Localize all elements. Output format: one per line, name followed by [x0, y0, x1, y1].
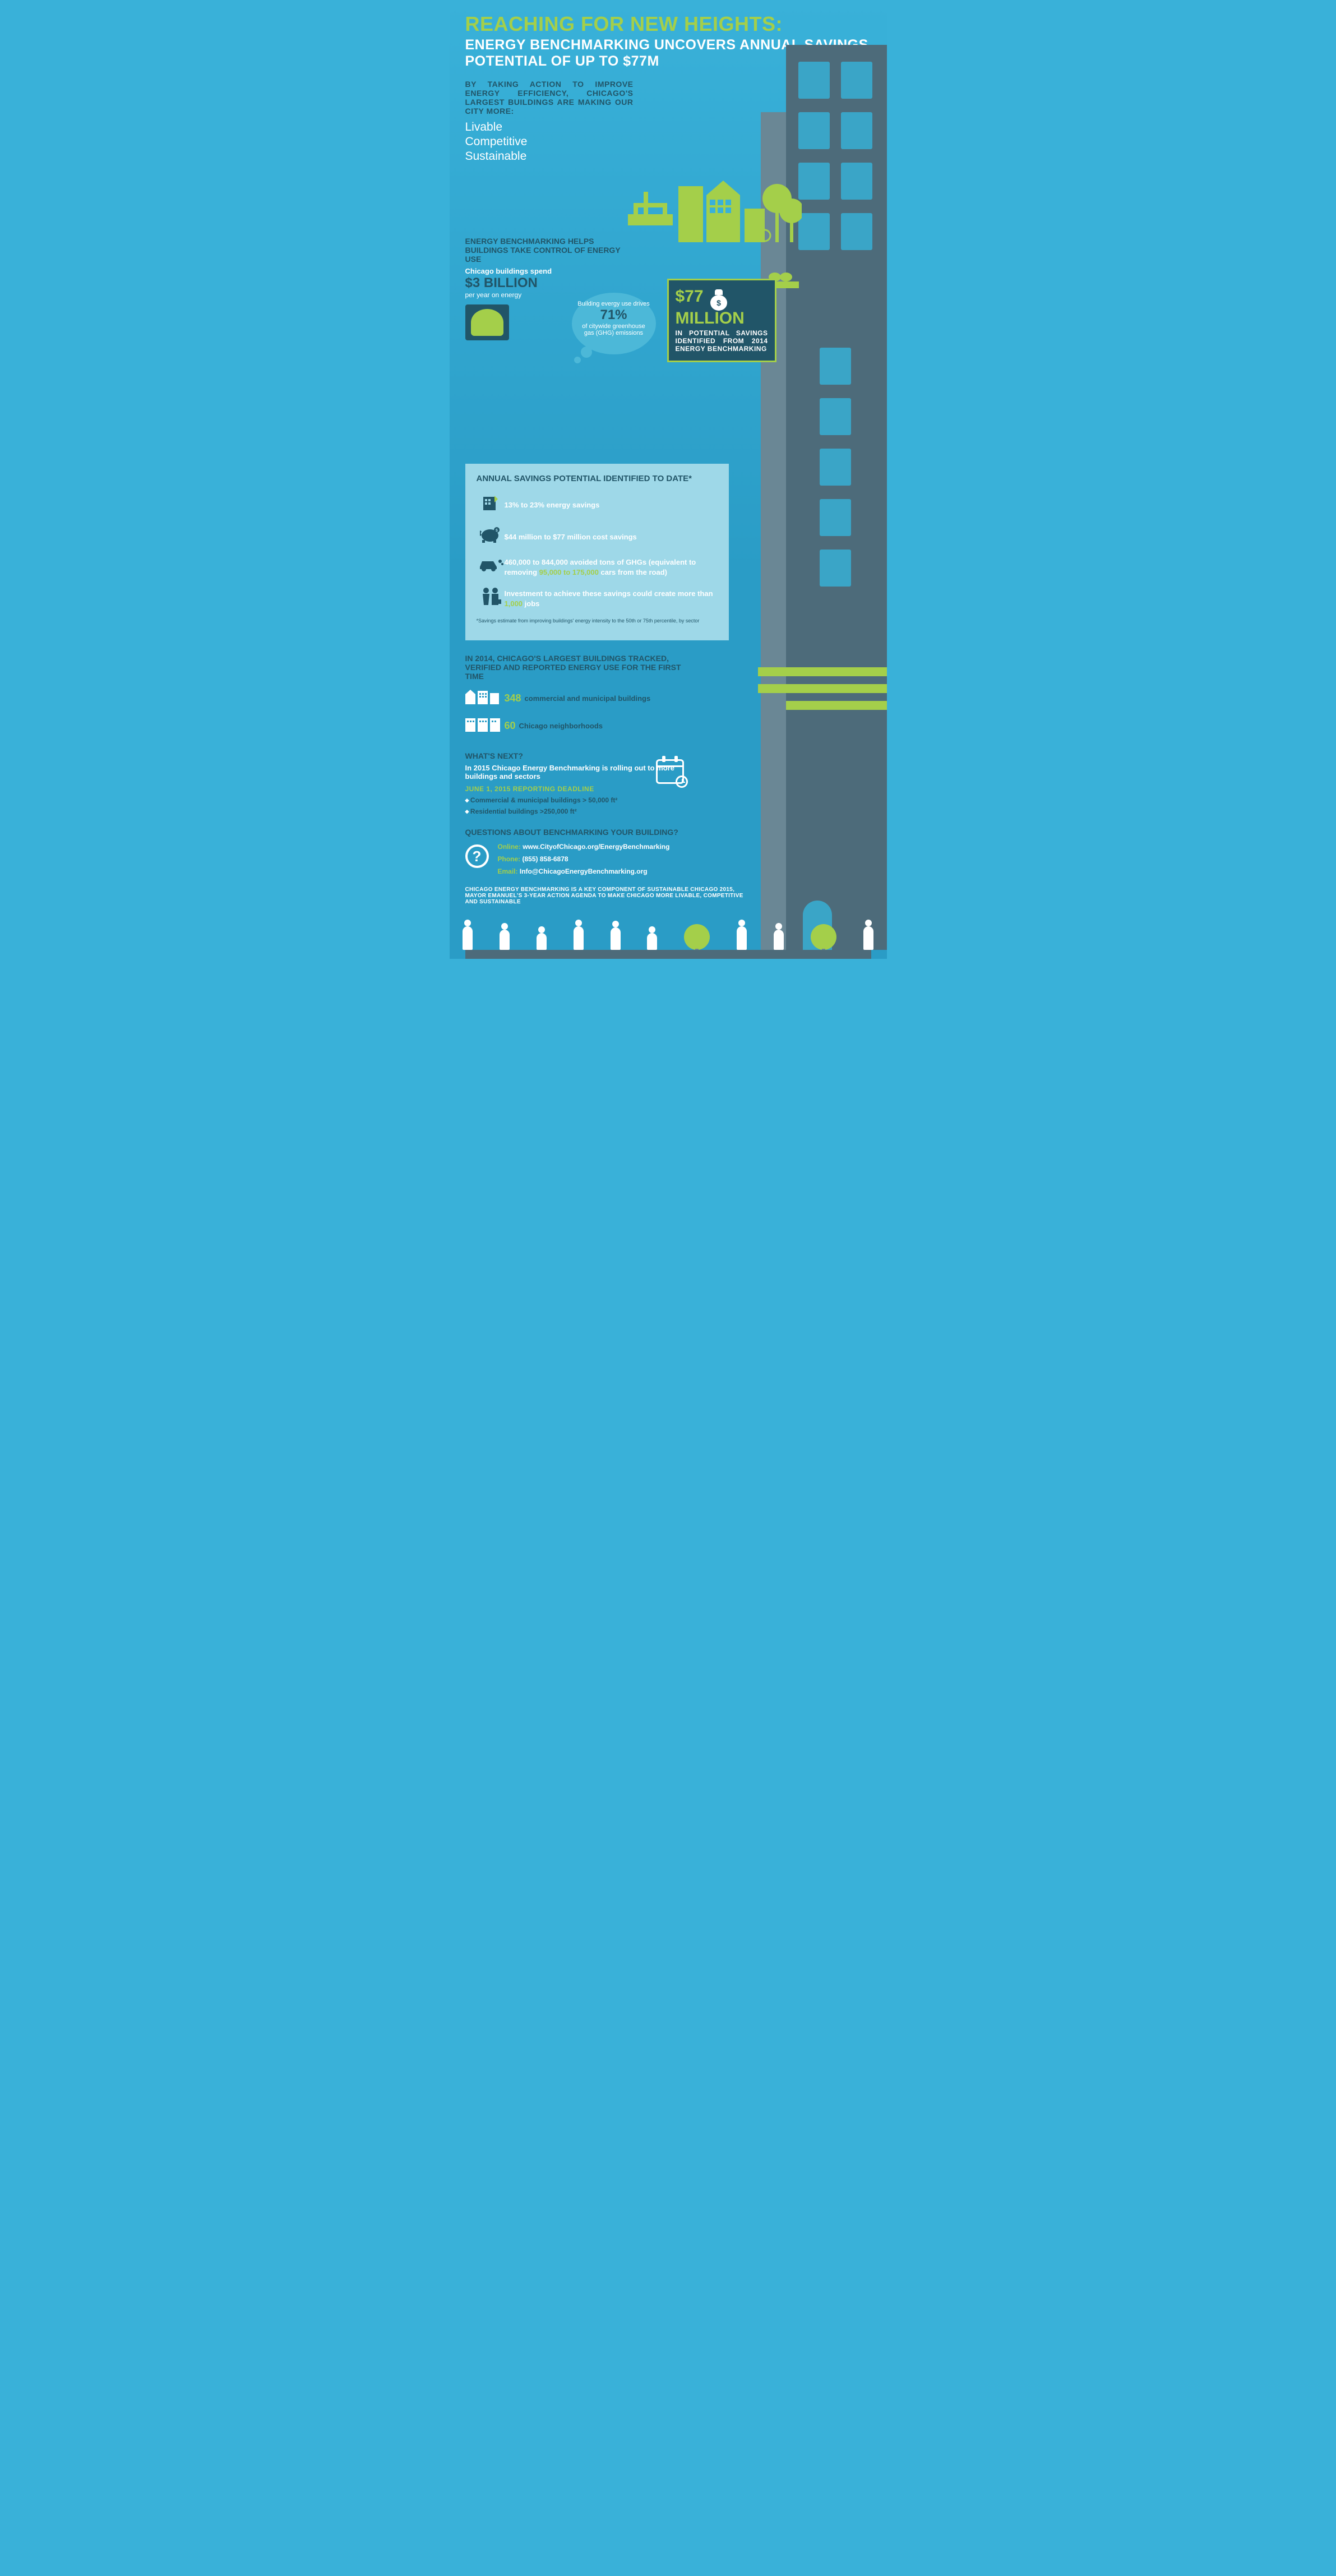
stat-row: 348 commercial and municipal buildings [465, 689, 701, 708]
lcs-list: Livable Competitive Sustainable [465, 120, 871, 164]
moneybag-icon [709, 288, 728, 311]
intro-text: BY TAKING ACTION TO IMPROVE ENERGY EFFIC… [465, 80, 634, 116]
savings-panel: ANNUAL SAVINGS POTENTIAL IDENTIFIED TO D… [465, 464, 729, 640]
lcs-item: Competitive [465, 135, 871, 149]
svg-text:$: $ [496, 529, 498, 533]
section-heading: ENERGY BENCHMARKING HELPS BUILDINGS TAKE… [465, 237, 634, 264]
contact-value: (855) 858-6878 [523, 855, 568, 863]
deadline: JUNE 1, 2015 REPORTING DEADLINE [465, 785, 678, 793]
bullet-item: Commercial & municipal buildings > 50,00… [465, 796, 678, 804]
section-heading: IN 2014, CHICAGO'S LARGEST BUILDINGS TRA… [465, 654, 701, 681]
thought-post: of citywide greenhouse gas (GHG) emissio… [577, 323, 650, 336]
main-title: REACHING FOR NEW HEIGHTS: [465, 12, 871, 36]
tree-icon [811, 924, 836, 950]
contact-key: Online: [498, 843, 521, 851]
contact-key: Email: [498, 867, 518, 875]
thought-pct: 71% [577, 307, 650, 323]
savings-unit: MILLION [676, 311, 768, 326]
contact-value: www.CityofChicago.org/EnergyBenchmarking [523, 843, 669, 851]
neighborhoods-icon [465, 716, 505, 736]
building-icon [477, 493, 505, 516]
bullet-item: Residential buildings >250,000 ft² [465, 807, 678, 815]
panel-row: 460,000 to 844,000 avoided tons of GHGs … [477, 557, 718, 577]
people-strip [450, 916, 887, 950]
contact-key: Phone: [498, 855, 521, 863]
savings-callout: $77 MILLION IN POTENTIAL SAVINGS IDENTIF… [667, 279, 776, 362]
panel-row: 13% to 23% energy savings [477, 493, 718, 516]
thought-pre: Building evergy use drives [577, 301, 650, 307]
panel-title: ANNUAL SAVINGS POTENTIAL IDENTIFIED TO D… [477, 474, 718, 483]
tree-icon [684, 924, 710, 950]
stat-row: 60 Chicago neighborhoods [465, 716, 701, 736]
cityscape-icon [622, 164, 802, 253]
next-body: In 2015 Chicago Energy Benchmarking is r… [465, 764, 678, 781]
panel-row: $ $44 million to $77 million cost saving… [477, 527, 718, 547]
savings-amount: $77 [676, 287, 704, 306]
infographic: REACHING FOR NEW HEIGHTS: ENERGY BENCHMA… [450, 0, 887, 959]
piggy-icon: $ [477, 527, 505, 547]
car-icon [477, 558, 505, 576]
calendar-icon [656, 759, 684, 784]
stat-number: 60 [505, 720, 516, 732]
buildings-icon [465, 689, 505, 708]
section-heading: WHAT'S NEXT? [465, 751, 678, 760]
panel-footnote: *Savings estimate from improving buildin… [477, 618, 718, 624]
whats-next: WHAT'S NEXT? In 2015 Chicago Energy Benc… [465, 751, 678, 815]
section-2014: IN 2014, CHICAGO'S LARGEST BUILDINGS TRA… [465, 654, 701, 736]
stat-number: 348 [505, 693, 521, 704]
stat-label: commercial and municipal buildings [525, 694, 651, 703]
stat-label: Chicago neighborhoods [519, 722, 603, 730]
question-icon: ? [465, 844, 489, 868]
spend-pre: Chicago buildings spend [465, 267, 871, 275]
thought-bubble: Building evergy use drives 71% of citywi… [572, 293, 656, 366]
people-icon [477, 587, 505, 610]
panel-row: Investment to achieve these savings coul… [477, 587, 718, 610]
lcs-item: Sustainable [465, 149, 871, 164]
contact-value: Info@ChicagoEnergyBenchmarking.org [520, 867, 648, 875]
ground-strip [465, 950, 871, 959]
footer-text: CHICAGO ENERGY BENCHMARKING IS A KEY COM… [465, 887, 746, 905]
furnace-icon [465, 304, 509, 340]
savings-sub: IN POTENTIAL SAVINGS IDENTIFIED FROM 201… [676, 329, 768, 353]
lcs-item: Livable [465, 120, 871, 135]
